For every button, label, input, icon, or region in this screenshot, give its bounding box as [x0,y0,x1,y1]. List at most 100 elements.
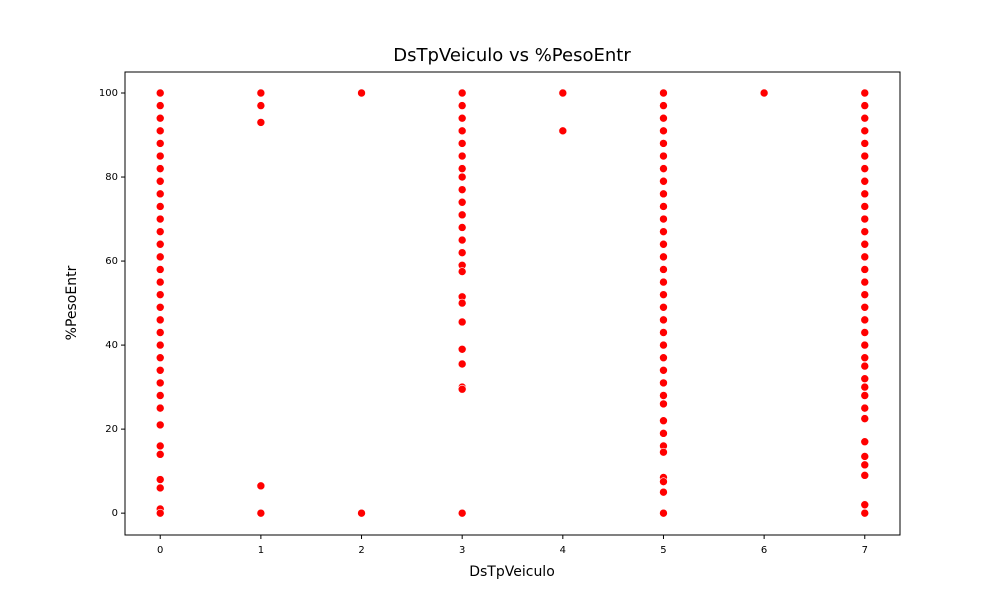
scatter-point [860,113,870,123]
scatter-point [860,88,870,98]
scatter-point [155,164,165,173]
scatter-point [659,265,668,274]
scatter-point [457,298,467,308]
scatter-point [659,202,668,211]
scatter-point [659,113,668,123]
scatter-point [659,126,668,136]
scatter-point [457,223,467,232]
y-tick-label: 40 [105,340,118,351]
scatter-point [860,452,870,461]
scatter-point [659,227,668,236]
chart-title: DsTpVeiculo vs %PesoEntr [393,45,631,66]
scatter-point [860,277,870,287]
scatter-point [659,399,668,409]
scatter-point [457,235,467,245]
scatter-point [860,403,870,413]
scatter-point [659,214,668,224]
scatter-point [155,378,165,388]
y-tick-label: 60 [105,256,118,267]
scatter-point [256,101,266,110]
scatter-point [659,151,668,161]
scatter-point [659,277,668,287]
scatter-point [155,475,165,484]
scatter-point [860,252,870,262]
scatter-point [457,185,467,194]
scatter-point [155,328,165,337]
scatter-point [155,265,165,274]
scatter-point [155,101,165,110]
x-axis-label: DsTpVeiculo [469,564,555,580]
x-tick-label: 5 [660,545,666,556]
scatter-point [659,302,668,312]
scatter-point [860,214,870,224]
scatter-point [860,239,870,249]
scatter-point [457,172,467,182]
scatter-point [256,118,266,127]
scatter-point [457,317,467,327]
scatter-point [155,483,165,493]
scatter-point [155,391,165,400]
scatter-point [860,139,870,148]
y-axis-label: %PesoEntr [64,265,80,340]
scatter-point [659,164,668,173]
scatter-point [155,340,165,350]
scatter-point [860,164,870,173]
scatter-point [155,403,165,413]
scatter-point [659,239,668,249]
scatter-point [457,210,467,220]
scatter-point [860,227,870,236]
scatter-point [659,378,668,388]
scatter-point [155,508,165,518]
scatter-point [860,328,870,337]
scatter-point [155,126,165,136]
scatter-point [155,176,165,186]
scatter-point [155,277,165,287]
scatter-point [659,340,668,350]
x-tick-label: 1 [258,545,264,556]
scatter-point [659,88,668,98]
scatter-point [155,420,165,430]
y-tick-label: 80 [105,172,118,183]
scatter-point [860,176,870,186]
y-tick-label: 20 [105,424,118,435]
scatter-point [659,477,668,486]
scatter-point [155,315,165,325]
scatter-point [155,353,165,362]
scatter-point [659,508,668,518]
scatter-point [659,315,668,325]
scatter-point [256,481,266,491]
plot-frame [124,71,901,536]
scatter-point [457,113,467,123]
scatter-point [155,252,165,262]
scatter-point [155,151,165,161]
scatter-point [659,189,668,199]
scatter-point [457,164,467,173]
scatter-point [357,88,366,98]
scatter-point [860,302,870,312]
scatter-point [860,151,870,161]
scatter-point [860,414,870,423]
scatter-point [860,202,870,211]
scatter-point [457,359,467,369]
scatter-point [860,265,870,274]
scatter-point [860,101,870,110]
scatter-point [256,88,266,98]
scatter-point [659,447,668,457]
scatter-point [357,508,366,518]
scatter-point [457,88,467,98]
scatter-point [457,248,467,257]
x-tick-label: 3 [459,545,465,556]
x-tick-label: 0 [157,545,163,556]
scatter-point [860,290,870,299]
scatter-point [659,176,668,186]
scatter-point [860,189,870,199]
scatter-point [155,290,165,299]
scatter-point [155,450,165,459]
scatter-point [659,252,668,262]
scatter-point [457,344,467,354]
scatter-point [759,88,769,98]
scatter-point [659,101,668,110]
x-tick-label: 2 [358,545,364,556]
scatter-point [659,366,668,375]
